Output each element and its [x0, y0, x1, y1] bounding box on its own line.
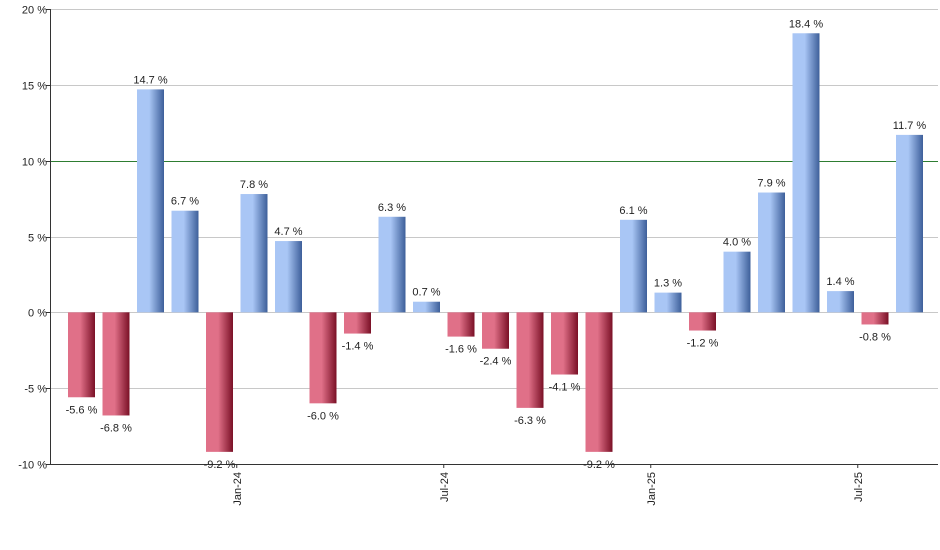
y-tick-label: 5 % [28, 233, 47, 245]
bar-value-label: -0.8 % [859, 331, 891, 343]
x-tick-label: Jan-25 [646, 472, 658, 506]
bar [206, 312, 233, 452]
bars [68, 33, 923, 452]
bar-value-label: 6.3 % [378, 202, 406, 214]
x-tick-label: Jul-24 [439, 472, 451, 502]
bar-value-label: -1.2 % [687, 338, 719, 350]
bar [516, 312, 544, 408]
bar [792, 33, 820, 313]
bar [482, 312, 509, 349]
bar-value-label: -6.8 % [100, 422, 132, 434]
bar [275, 241, 302, 313]
bar-value-label: 1.4 % [826, 276, 854, 288]
bar-value-label: 4.7 % [274, 226, 302, 238]
bar [68, 312, 95, 398]
bar [137, 89, 164, 313]
bar-value-label: 7.8 % [240, 179, 268, 191]
bar-value-label: -1.6 % [445, 344, 477, 356]
y-tick-label: -10 % [18, 460, 47, 472]
bar [378, 216, 406, 313]
bar-value-label: 1.3 % [654, 278, 682, 290]
bar [171, 210, 199, 313]
bar [585, 312, 613, 452]
y-tick-label: 0 % [28, 308, 47, 320]
x-tick-label: Jul-25 [853, 472, 865, 502]
bar-value-label: -5.6 % [66, 404, 98, 416]
bar [861, 312, 889, 325]
bar-value-label: -2.4 % [480, 356, 512, 368]
y-tick-label: 20 % [22, 5, 47, 17]
bar-value-label: -6.3 % [514, 415, 546, 427]
bar [102, 312, 130, 416]
bar [654, 292, 682, 313]
bar [758, 192, 785, 313]
bar [447, 312, 475, 337]
bar-value-label: 4.0 % [723, 237, 751, 249]
bar-value-label: -9.2 % [204, 459, 236, 471]
y-tick-label: -5 % [24, 384, 47, 396]
bar [689, 312, 716, 331]
data-labels: -5.6 %-6.8 % 14.7 % 6.7 % -9.2 % 7.8 % 4.7 % -… [66, 18, 927, 471]
x-tick-label: Jan-24 [232, 472, 244, 506]
bar-value-label: -6.0 % [307, 410, 339, 422]
bar-value-label: 6.7 % [171, 196, 199, 208]
bar [344, 312, 371, 334]
bar-value-label: -1.4 % [342, 341, 374, 353]
bar-value-label: 6.1 % [619, 205, 647, 217]
bar-value-label: 14.7 % [133, 74, 167, 86]
bar [896, 134, 923, 313]
bar [413, 301, 440, 313]
bar [240, 194, 268, 313]
bar [620, 219, 647, 313]
bar-value-label: 0.7 % [412, 287, 440, 299]
bar-value-label: 11.7 % [893, 120, 927, 132]
bar-value-label: -9.2 % [583, 459, 615, 471]
bar [309, 312, 337, 404]
bar [551, 312, 578, 375]
y-tick-label: 15 % [22, 81, 47, 93]
axes: -10 % -5 % 0 % 5 % 10 % 15 % 20 % Jan-24 Jul-24 J… [18, 5, 938, 506]
bar [827, 291, 854, 313]
bar-value-label: 18.4 % [789, 18, 823, 30]
bar [723, 251, 751, 313]
bar-value-label: 7.9 % [757, 178, 785, 190]
bar-value-label: -4.1 % [549, 382, 581, 394]
y-tick-label: 10 % [22, 157, 47, 169]
